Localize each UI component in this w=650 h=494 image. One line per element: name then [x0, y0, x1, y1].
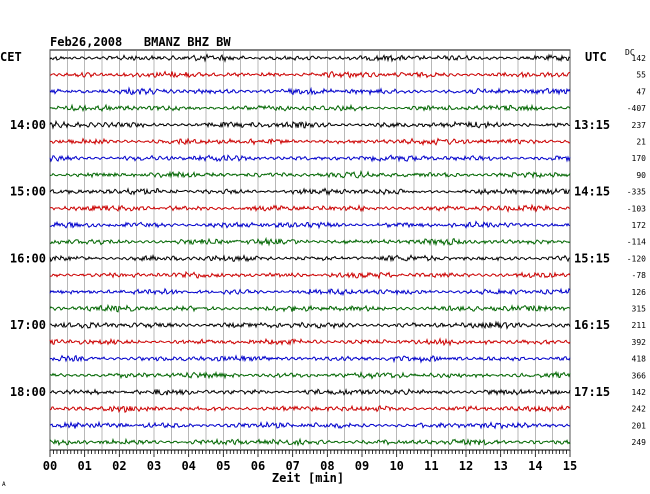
right-hour-label: 16:15	[574, 318, 610, 332]
x-tick-label: 12	[459, 459, 473, 473]
dc-offset-label: 201	[632, 421, 647, 430]
right-hour-labels: 13:15 14:15 15:15 16:15 17:15	[574, 118, 610, 399]
x-tick-label: 01	[77, 459, 91, 473]
dc-offset-label: -114	[627, 238, 646, 247]
x-axis-ticks: 00 01 02 03 04 05 06 07 08 09 10 11 12 13 14 15	[43, 450, 577, 473]
time-gridlines	[49, 50, 571, 450]
seismic-trace	[49, 404, 571, 414]
x-tick-label: 10	[389, 459, 403, 473]
x-tick-label: 02	[112, 459, 126, 473]
dc-offset-label: 315	[632, 305, 647, 314]
x-tick-label: 07	[285, 459, 299, 473]
dc-offset-label: 47	[636, 87, 646, 96]
right-timezone-label: UTC	[585, 50, 607, 64]
seismic-trace	[49, 287, 571, 297]
right-hour-label: 14:15	[574, 185, 610, 199]
seismic-trace	[50, 320, 571, 330]
dc-offset-label: -78	[632, 271, 647, 280]
x-tick-label: 05	[216, 459, 230, 473]
left-hour-label: 15:00	[10, 185, 46, 199]
dc-offset-label: -335	[627, 188, 646, 197]
dc-offset-label: 172	[632, 221, 647, 230]
x-tick-label: 13	[493, 459, 507, 473]
x-tick-label: 03	[147, 459, 161, 473]
x-tick-label: 14	[528, 459, 542, 473]
left-hour-label: 16:00	[10, 251, 46, 265]
left-timezone-label: CET	[0, 50, 22, 64]
seismic-trace	[49, 70, 571, 79]
chart-title: Feb26,2008 BMANZ BHZ BW	[50, 35, 231, 49]
left-hour-label: 18:00	[10, 385, 46, 399]
seismic-trace	[49, 154, 571, 163]
seismic-trace	[49, 187, 571, 196]
dc-offset-label: 392	[632, 338, 647, 347]
seismic-trace	[49, 388, 571, 397]
seismic-traces	[49, 53, 571, 447]
seismic-trace	[49, 86, 571, 96]
x-tick-label: 11	[424, 459, 438, 473]
dc-offset-label: 170	[632, 154, 647, 163]
seismic-trace	[49, 437, 571, 447]
seismic-trace	[49, 254, 571, 263]
dc-header: DC	[625, 48, 635, 57]
seismic-trace	[49, 270, 571, 280]
right-hour-label: 17:15	[574, 385, 610, 399]
dc-offset-label: 21	[636, 138, 646, 147]
seismic-trace	[49, 236, 571, 247]
seismic-trace	[49, 420, 571, 430]
seismic-trace	[49, 303, 571, 313]
seismic-trace	[49, 169, 571, 180]
dc-offset-label: -103	[627, 204, 646, 213]
dc-offset-label: 55	[636, 71, 646, 80]
right-hour-label: 15:15	[574, 251, 610, 265]
dc-offset-label: 242	[632, 405, 647, 414]
seismic-trace	[49, 203, 571, 213]
x-tick-label: 06	[251, 459, 265, 473]
left-hour-label: 14:00	[10, 118, 46, 132]
seismic-trace	[49, 103, 571, 113]
seismic-trace	[49, 137, 571, 147]
footer-mark: A	[2, 481, 6, 488]
seismic-trace	[49, 220, 571, 230]
dc-offset-label: 211	[632, 321, 647, 330]
x-tick-label: 15	[563, 459, 577, 473]
seismic-trace	[49, 119, 571, 130]
dc-offset-labels: 142 55 47 -407 237 21 170 90 -335 -103 172 -114 -120…	[627, 54, 646, 447]
dc-offset-label: 90	[636, 171, 646, 180]
seismic-trace	[49, 354, 571, 364]
dc-offset-label: -120	[627, 254, 646, 263]
seismic-trace	[49, 53, 571, 63]
dc-offset-label: 418	[632, 355, 647, 364]
dc-offset-label: 366	[632, 371, 647, 380]
dc-offset-label: 142	[632, 388, 647, 397]
x-tick-label: 08	[320, 459, 334, 473]
left-hour-labels: 14:00 15:00 16:00 17:00 18:00	[10, 118, 46, 399]
x-tick-label: 00	[43, 459, 57, 473]
dc-offset-label: 126	[632, 288, 647, 297]
right-hour-label: 13:15	[574, 118, 610, 132]
x-tick-label: 09	[355, 459, 369, 473]
left-hour-label: 17:00	[10, 318, 46, 332]
x-axis-label: Zeit [min]	[272, 471, 344, 485]
dc-offset-label: 237	[632, 121, 647, 130]
seismic-trace	[49, 370, 571, 380]
dc-offset-label: -407	[627, 104, 646, 113]
seismic-trace	[49, 337, 571, 347]
dc-offset-label: 249	[632, 438, 647, 447]
x-tick-label: 04	[181, 459, 195, 473]
dc-offset-label: 142	[632, 54, 647, 63]
